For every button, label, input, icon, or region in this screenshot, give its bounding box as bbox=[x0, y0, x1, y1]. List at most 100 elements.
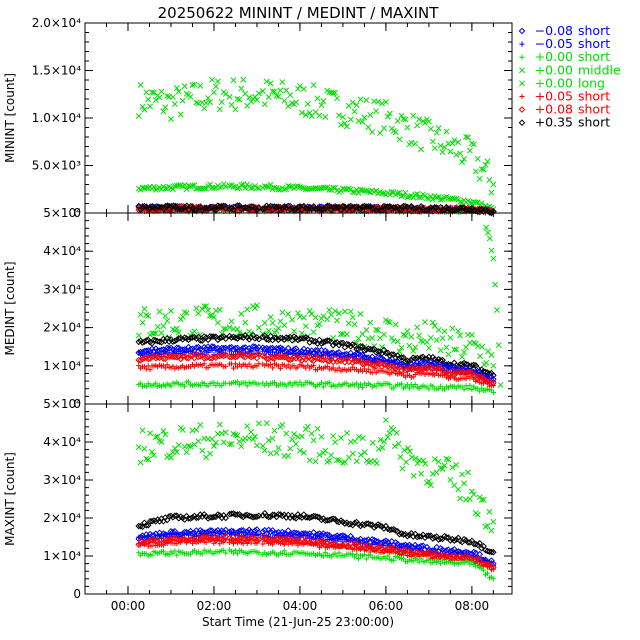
data-point bbox=[296, 83, 303, 90]
data-point bbox=[400, 202, 407, 210]
y-axis-label: MEDINT [count] bbox=[3, 261, 17, 355]
data-point bbox=[275, 325, 282, 332]
data-point bbox=[230, 541, 237, 547]
data-point bbox=[141, 305, 148, 312]
data-point bbox=[488, 548, 495, 556]
data-point bbox=[466, 539, 474, 546]
data-point bbox=[197, 421, 204, 428]
data-point bbox=[175, 442, 182, 449]
data-point bbox=[451, 346, 458, 353]
data-point bbox=[296, 447, 303, 454]
data-point bbox=[156, 338, 163, 346]
data-point bbox=[149, 543, 155, 549]
data-point bbox=[173, 449, 180, 455]
data-point bbox=[293, 99, 299, 106]
data-point bbox=[457, 495, 464, 502]
data-point bbox=[439, 149, 446, 156]
data-point bbox=[221, 547, 227, 553]
series--0-05-short bbox=[136, 361, 496, 389]
data-point bbox=[300, 314, 307, 321]
data-point bbox=[361, 114, 368, 121]
data-point bbox=[185, 336, 192, 344]
data-point bbox=[345, 203, 353, 211]
data-point bbox=[431, 456, 438, 463]
data-point bbox=[470, 141, 477, 148]
data-point bbox=[310, 512, 317, 520]
legend-value: −0.05 bbox=[535, 36, 573, 51]
data-point bbox=[459, 471, 466, 478]
panel-1: 0 5.0×10³ 1.0×10⁴ 1.5×10⁴ 2.0×10⁴ MININT [cou… bbox=[3, 16, 513, 220]
data-point bbox=[441, 328, 448, 335]
data-point bbox=[147, 366, 153, 373]
legend-value: +0.00 bbox=[535, 62, 573, 77]
data-point bbox=[465, 469, 471, 476]
data-point bbox=[380, 525, 388, 532]
data-point bbox=[297, 379, 303, 385]
data-point bbox=[211, 89, 217, 96]
data-point bbox=[455, 486, 462, 493]
data-point bbox=[348, 367, 354, 373]
data-point bbox=[141, 202, 148, 210]
data-point bbox=[197, 82, 204, 89]
data-point bbox=[435, 365, 442, 372]
data-point bbox=[314, 205, 321, 212]
data-point bbox=[341, 120, 348, 127]
data-point bbox=[271, 334, 278, 342]
data-point bbox=[273, 203, 280, 211]
series--0-35-short bbox=[135, 202, 497, 217]
data-point bbox=[290, 514, 298, 521]
data-point bbox=[230, 77, 237, 84]
data-point bbox=[426, 552, 432, 558]
data-point bbox=[337, 357, 345, 365]
data-point bbox=[191, 81, 198, 88]
data-point bbox=[373, 108, 380, 115]
data-point bbox=[339, 339, 347, 347]
data-point bbox=[259, 442, 266, 449]
data-point bbox=[277, 365, 283, 371]
data-point bbox=[238, 310, 245, 317]
data-point bbox=[400, 556, 407, 562]
data-point bbox=[325, 357, 333, 365]
data-point bbox=[334, 95, 341, 102]
data-point bbox=[355, 335, 362, 342]
data-point bbox=[318, 340, 325, 347]
data-point bbox=[154, 338, 162, 345]
data-point bbox=[359, 343, 366, 350]
data-point bbox=[438, 383, 444, 389]
data-point bbox=[287, 91, 294, 98]
data-point bbox=[222, 183, 229, 190]
y-tick-label: 2.0×10⁴ bbox=[32, 16, 81, 30]
data-point bbox=[368, 205, 376, 213]
data-point bbox=[239, 513, 247, 521]
data-point bbox=[164, 317, 171, 324]
data-point bbox=[394, 190, 401, 197]
data-point bbox=[244, 306, 251, 313]
data-point bbox=[302, 323, 309, 330]
data-point bbox=[255, 420, 262, 427]
data-point bbox=[418, 470, 425, 477]
data-point bbox=[226, 539, 233, 546]
data-point bbox=[216, 421, 223, 428]
data-point bbox=[158, 535, 165, 541]
data-point bbox=[468, 331, 475, 338]
data-point bbox=[222, 514, 229, 522]
data-point bbox=[468, 488, 475, 495]
data-point bbox=[263, 183, 270, 190]
data-point bbox=[425, 118, 432, 125]
data-point bbox=[240, 76, 247, 83]
data-point bbox=[459, 159, 466, 165]
data-point bbox=[373, 383, 379, 389]
data-point bbox=[318, 356, 325, 363]
data-point bbox=[166, 552, 172, 558]
data-point bbox=[349, 189, 356, 196]
data-point bbox=[285, 362, 291, 368]
data-point bbox=[359, 435, 366, 442]
data-point bbox=[455, 328, 462, 334]
data-point bbox=[379, 343, 385, 350]
data-point bbox=[478, 544, 485, 552]
legend: −0.08 short −0.05 short +0.00 short +0.00 middl… bbox=[518, 23, 621, 130]
data-point bbox=[414, 460, 421, 467]
data-point bbox=[206, 204, 214, 212]
data-point bbox=[437, 347, 444, 354]
data-point bbox=[450, 537, 458, 544]
